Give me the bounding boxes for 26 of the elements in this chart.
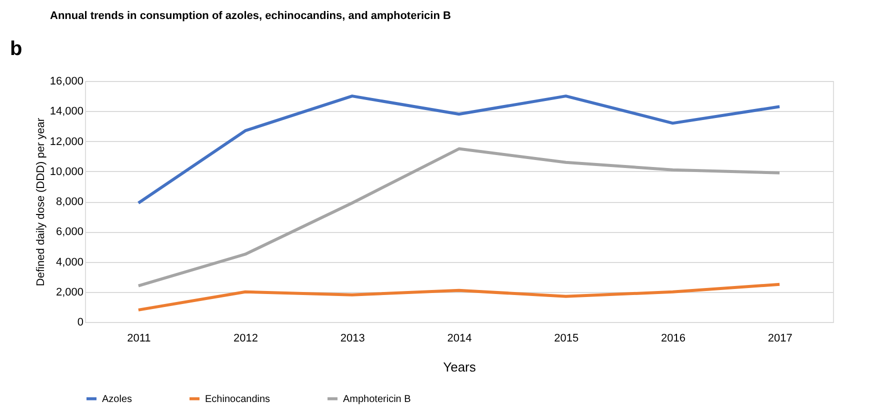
legend-label: Azoles (102, 394, 132, 405)
y-tick-label: 0 (77, 316, 84, 328)
y-tick-label: 4,000 (56, 256, 84, 268)
x-tick-label: 2012 (234, 332, 258, 344)
y-tick-label: 8,000 (56, 196, 84, 208)
line-series (136, 147, 782, 288)
legend-label: Echinocandins (205, 394, 270, 405)
text: b (10, 38, 22, 60)
x-tick-label: 2013 (340, 332, 365, 344)
legend-label: Amphotericin B (343, 394, 412, 405)
x-tick-label: 2015 (554, 332, 579, 344)
y-tick-label: 16,000 (50, 76, 84, 88)
y-tick-label: 12,000 (50, 136, 84, 148)
y-axis-title: Defined daily dose (DDD) per year (34, 118, 47, 286)
x-tick-label: 2014 (447, 332, 472, 344)
y-tick-label: 2,000 (56, 286, 84, 298)
line-series (136, 94, 782, 205)
x-tick-label: 2011 (127, 332, 151, 344)
y-tick-label: 10,000 (50, 166, 84, 178)
chart-title: Annual trends in consumption of azoles, echinocandins, and amphotericin B (50, 10, 451, 22)
x-tick-label: 2017 (768, 332, 792, 344)
line-series (136, 282, 782, 312)
x-axis-title: Years (443, 360, 476, 374)
y-tick-label: 6,000 (56, 226, 84, 238)
x-tick-label: 2016 (660, 332, 686, 344)
y-tick-label: 14,000 (50, 106, 84, 118)
